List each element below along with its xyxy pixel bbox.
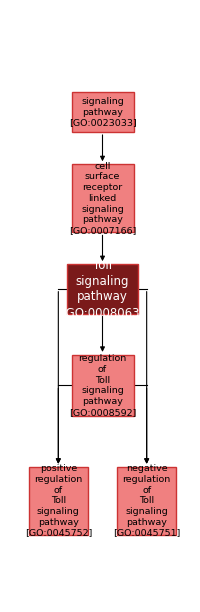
Text: cell
surface
receptor
linked
signaling
pathway
[GO:0007166]: cell surface receptor linked signaling p… [69,162,136,235]
FancyBboxPatch shape [72,164,134,233]
FancyBboxPatch shape [72,92,134,132]
FancyBboxPatch shape [29,467,88,535]
Text: regulation
of
Toll
signaling
pathway
[GO:0008592]: regulation of Toll signaling pathway [GO… [69,354,136,417]
FancyBboxPatch shape [67,264,138,313]
FancyBboxPatch shape [117,467,176,535]
Text: signaling
pathway
[GO:0023033]: signaling pathway [GO:0023033] [69,97,136,127]
FancyBboxPatch shape [72,355,134,416]
Text: Toll
signaling
pathway
[GO:0008063]: Toll signaling pathway [GO:0008063] [61,259,144,319]
Text: negative
regulation
of
Toll
signaling
pathway
[GO:0045751]: negative regulation of Toll signaling pa… [113,464,180,537]
Text: positive
regulation
of
Toll
signaling
pathway
[GO:0045752]: positive regulation of Toll signaling pa… [25,464,92,537]
